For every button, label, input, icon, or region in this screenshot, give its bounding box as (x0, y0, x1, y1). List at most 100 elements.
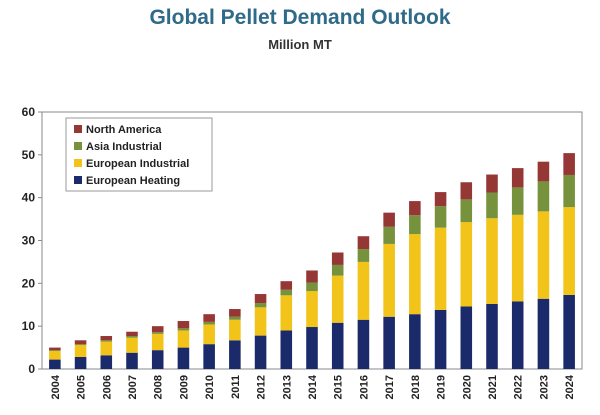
bar-segment-european-heating (254, 335, 267, 369)
x-tick-label: 2022 (513, 375, 525, 399)
bar-segment-european-heating (229, 340, 241, 369)
y-tick-label: 30 (22, 234, 36, 248)
bar-segment-european-industrial (151, 333, 164, 351)
bar-segment-north-america (177, 321, 190, 329)
legend-label: North America (86, 124, 162, 136)
bar-segment-asia-industrial (331, 264, 344, 276)
bar-segment-asia-industrial (434, 206, 447, 228)
legend-label: European Heating (86, 175, 180, 187)
x-tick-label: 2024 (564, 374, 576, 399)
bar-segment-north-america (49, 347, 61, 351)
bar-segment-european-heating (306, 327, 318, 369)
bar-segment-asia-industrial (229, 316, 241, 320)
x-tick-label: 2017 (384, 375, 396, 399)
x-tick-label: 2014 (307, 374, 319, 399)
bar-segment-north-america (563, 153, 575, 175)
bar-segment-european-heating (151, 350, 164, 369)
x-tick-label: 2015 (333, 375, 345, 399)
bar-segment-european-heating (563, 294, 575, 369)
bar-segment-european-industrial (100, 341, 113, 356)
bar-segment-european-industrial (331, 275, 344, 323)
bar-segment-asia-industrial (409, 215, 421, 235)
bar-segment-asia-industrial (511, 187, 524, 215)
x-tick-label: 2008 (153, 375, 165, 399)
chart-subtitle: Million MT (268, 37, 332, 52)
x-tick-label: 2020 (461, 375, 473, 399)
y-tick-label: 20 (22, 276, 36, 290)
bar-segment-north-america (229, 309, 241, 317)
bar-segment-north-america (151, 326, 164, 333)
bar-segment-north-america (203, 314, 215, 322)
legend-swatch (74, 176, 82, 184)
bar-segment-european-heating (203, 344, 215, 369)
x-tick-label: 2011 (230, 375, 242, 399)
bar-segment-european-heating (331, 322, 344, 369)
x-tick-label: 2012 (256, 375, 268, 399)
bar-segment-european-industrial (74, 345, 87, 358)
y-tick-label: 10 (22, 319, 36, 333)
bar-segment-north-america (254, 294, 267, 304)
bar-segment-european-heating (409, 314, 421, 369)
bar-segment-asia-industrial (49, 350, 61, 352)
bar-segment-european-industrial (486, 218, 498, 304)
legend-label: Asia Industrial (86, 141, 162, 153)
bar-segment-north-america (434, 192, 447, 207)
x-tick-label: 2023 (538, 375, 550, 399)
bar-segment-european-heating (280, 330, 293, 369)
bar-segment-european-industrial (434, 227, 447, 310)
bar-segment-european-industrial (203, 324, 215, 345)
bar-segment-european-industrial (357, 261, 370, 320)
bar-segment-asia-industrial (151, 332, 164, 334)
legend-label: European Industrial (86, 158, 189, 170)
bar-segment-european-heating (511, 301, 524, 369)
bar-segment-european-industrial (409, 234, 421, 315)
x-tick-label: 2005 (76, 375, 88, 399)
x-tick-label: 2021 (487, 375, 499, 399)
bar-segment-european-industrial (460, 222, 473, 307)
bar-segment-european-industrial (126, 337, 138, 353)
bar-segment-european-industrial (306, 291, 318, 328)
bar-segment-european-industrial (177, 330, 190, 348)
bar-segment-european-industrial (383, 243, 395, 317)
bar-segment-asia-industrial (203, 321, 215, 325)
x-axis: 2004 2005 2006 2007 2008 2009 2010 2011 2012 2013… (50, 374, 576, 399)
bar-segment-european-heating (357, 319, 370, 369)
legend-swatch (74, 125, 82, 133)
bar-segment-european-heating (49, 359, 61, 369)
x-tick-label: 2016 (358, 375, 370, 399)
bar-segment-north-america (126, 331, 138, 337)
bar-segment-north-america (383, 212, 395, 227)
y-tick-label: 60 (22, 105, 36, 119)
bar-segment-asia-industrial (383, 226, 395, 244)
legend-swatch (74, 142, 82, 150)
bar-segment-european-industrial (563, 207, 575, 295)
bar-segment-asia-industrial (254, 303, 267, 308)
bar-layer (49, 153, 575, 369)
bar-segment-european-heating (126, 352, 138, 369)
bar-segment-asia-industrial (486, 192, 498, 219)
bar-segment-asia-industrial (357, 249, 370, 262)
bar-segment-north-america (306, 270, 318, 283)
legend: North America Asia Industrial European Ind… (65, 117, 213, 192)
bar-segment-european-industrial (49, 351, 61, 360)
legend-swatch (74, 159, 82, 167)
bar-segment-asia-industrial (100, 340, 113, 342)
bar-segment-european-heating (537, 298, 550, 369)
x-tick-label: 2004 (50, 374, 62, 399)
bar-segment-asia-industrial (126, 336, 138, 338)
bar-segment-north-america (460, 182, 473, 200)
legend-box (65, 117, 213, 192)
bar-segment-european-heating (460, 306, 473, 369)
bar-segment-asia-industrial (563, 174, 575, 208)
x-tick-label: 2019 (436, 375, 448, 399)
x-tick-label: 2007 (127, 375, 139, 399)
bar-segment-european-heating (177, 347, 190, 369)
bar-segment-european-industrial (280, 295, 293, 331)
bar-segment-north-america (331, 252, 344, 265)
bar-segment-north-america (537, 161, 550, 182)
bar-segment-european-industrial (229, 319, 241, 341)
bar-segment-north-america (100, 336, 113, 341)
bar-segment-north-america (280, 281, 293, 290)
x-tick-label: 2009 (178, 375, 190, 399)
